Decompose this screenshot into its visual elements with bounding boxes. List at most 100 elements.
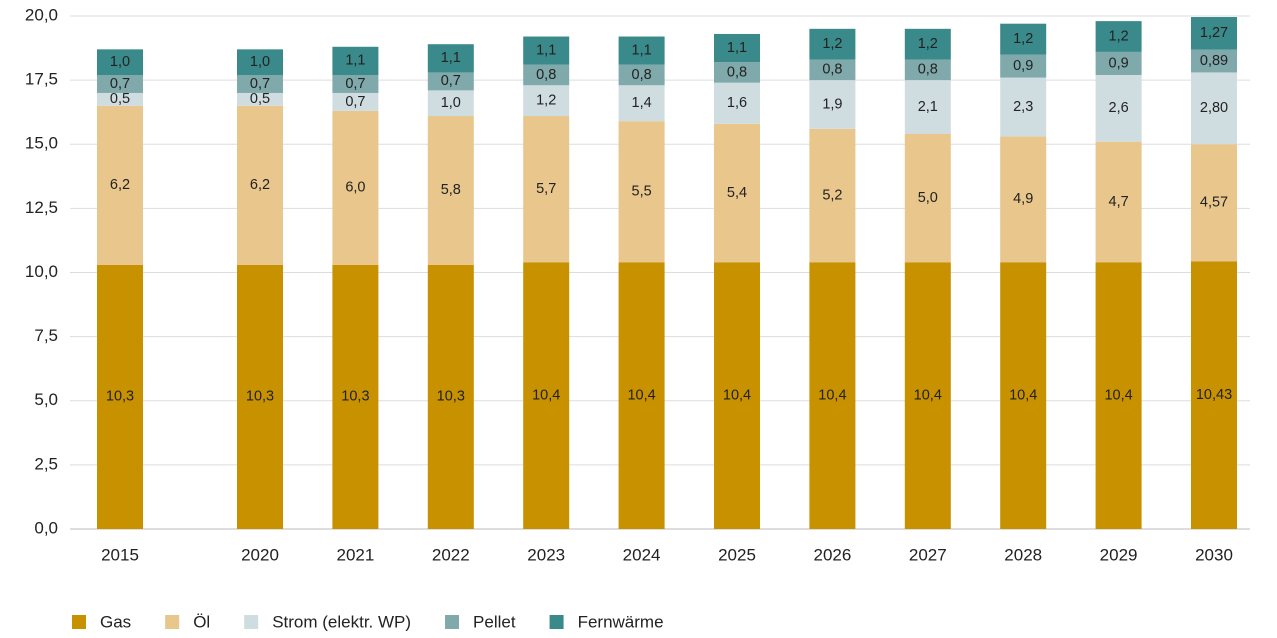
value-label: 1,4	[632, 95, 652, 111]
x-tick-label: 2015	[101, 545, 139, 564]
bar-segment	[1095, 51, 1142, 75]
bar-segment	[1191, 17, 1237, 50]
value-label: 1,1	[727, 40, 747, 56]
y-tick-label: 5,0	[34, 390, 58, 409]
value-label: 0,7	[250, 76, 270, 92]
bar-segment	[427, 116, 474, 265]
bar-segment	[237, 105, 283, 265]
value-label: 1,2	[918, 36, 938, 52]
value-label: 2,1	[918, 99, 938, 115]
bar-segment	[714, 262, 760, 529]
bar-segment	[1000, 262, 1047, 529]
bar-segment	[237, 264, 283, 529]
value-label: 4,9	[1013, 191, 1033, 207]
bar-segment	[237, 92, 283, 106]
x-tick-label: 2021	[336, 545, 374, 564]
value-label: 1,9	[822, 96, 842, 112]
value-label: 10,3	[246, 389, 274, 405]
bar-segment	[1000, 136, 1047, 263]
value-label: 1,6	[727, 95, 747, 111]
value-label: 2,6	[1109, 100, 1129, 116]
bar-segment	[714, 123, 760, 263]
value-label: 0,9	[1013, 58, 1033, 74]
value-label: 2,3	[1013, 99, 1033, 115]
value-label: 5,7	[536, 181, 556, 197]
value-label: 0,5	[250, 91, 270, 107]
bar-segment	[427, 44, 474, 73]
x-tick-label: 2030	[1195, 545, 1233, 564]
bar-segment	[904, 59, 951, 81]
x-tick-label: 2027	[909, 545, 947, 564]
bar-segment	[809, 128, 856, 263]
value-label: 1,2	[1109, 28, 1129, 44]
value-label: 5,4	[727, 185, 747, 201]
bar-segment	[1095, 74, 1142, 142]
value-label: 1,1	[536, 42, 556, 58]
value-label: 0,8	[536, 67, 556, 83]
legend-label: Gas	[100, 612, 131, 631]
bar-segment	[97, 264, 143, 529]
value-label: 1,0	[250, 54, 270, 70]
legend-label: Öl	[193, 612, 210, 631]
value-label: 0,7	[345, 94, 365, 110]
x-tick-label: 2024	[623, 545, 661, 564]
bar-segment	[332, 264, 379, 529]
y-tick-label: 17,5	[25, 70, 58, 89]
y-tick-label: 12,5	[25, 198, 58, 217]
value-label: 10,4	[532, 387, 560, 403]
x-tick-label: 2028	[1004, 545, 1042, 564]
y-tick-label: 7,5	[34, 326, 58, 345]
value-label: 0,8	[918, 62, 938, 78]
value-label: 0,7	[345, 76, 365, 92]
bar-segment	[237, 74, 283, 93]
value-label: 5,0	[918, 190, 938, 206]
bar-segment	[332, 110, 379, 265]
bar-segment	[809, 80, 856, 129]
value-label: 10,4	[818, 387, 846, 403]
bar-segment	[904, 133, 951, 263]
bar-segment	[904, 262, 951, 529]
value-label: 10,43	[1196, 387, 1232, 403]
bar-segment	[1191, 72, 1237, 145]
bar-segment	[97, 92, 143, 106]
bar-segment	[332, 92, 379, 111]
y-tick-label: 20,0	[25, 5, 58, 24]
legend-label: Strom (elektr. WP)	[272, 612, 411, 631]
bar-segment	[904, 80, 951, 134]
y-tick-label: 15,0	[25, 134, 58, 153]
bar-segment	[1191, 261, 1237, 529]
bar-segment	[1095, 262, 1142, 529]
bar-segment	[1000, 77, 1047, 137]
bar-segment	[1000, 54, 1047, 78]
bar-segment	[237, 49, 283, 75]
value-label: 5,8	[441, 182, 461, 198]
value-label: 1,0	[441, 95, 461, 111]
legend-label: Fernwärme	[578, 612, 664, 631]
value-label: 0,8	[822, 62, 842, 78]
legend-label: Pellet	[473, 612, 516, 631]
value-label: 1,1	[632, 42, 652, 58]
x-tick-label: 2023	[527, 545, 565, 564]
bar-segment	[618, 121, 665, 263]
value-label: 6,2	[110, 177, 130, 193]
x-tick-label: 2026	[813, 545, 851, 564]
x-tick-label: 2020	[241, 545, 279, 564]
value-label: 0,7	[110, 76, 130, 92]
value-label: 1,0	[110, 54, 130, 70]
bar-segment	[809, 59, 856, 81]
value-label: 1,2	[1013, 31, 1033, 47]
value-label: 4,7	[1109, 194, 1129, 210]
bar-segment	[97, 74, 143, 93]
bar-segment	[714, 62, 760, 83]
value-label: 1,27	[1200, 25, 1228, 41]
value-label: 10,3	[341, 389, 369, 405]
value-label: 10,4	[1104, 387, 1132, 403]
y-tick-label: 2,5	[34, 454, 58, 473]
bar-segment	[523, 262, 570, 529]
value-label: 10,4	[723, 387, 751, 403]
value-label: 10,4	[914, 387, 942, 403]
bar-segment	[332, 46, 379, 75]
bar-segment	[523, 36, 570, 65]
bar-segment	[332, 74, 379, 93]
